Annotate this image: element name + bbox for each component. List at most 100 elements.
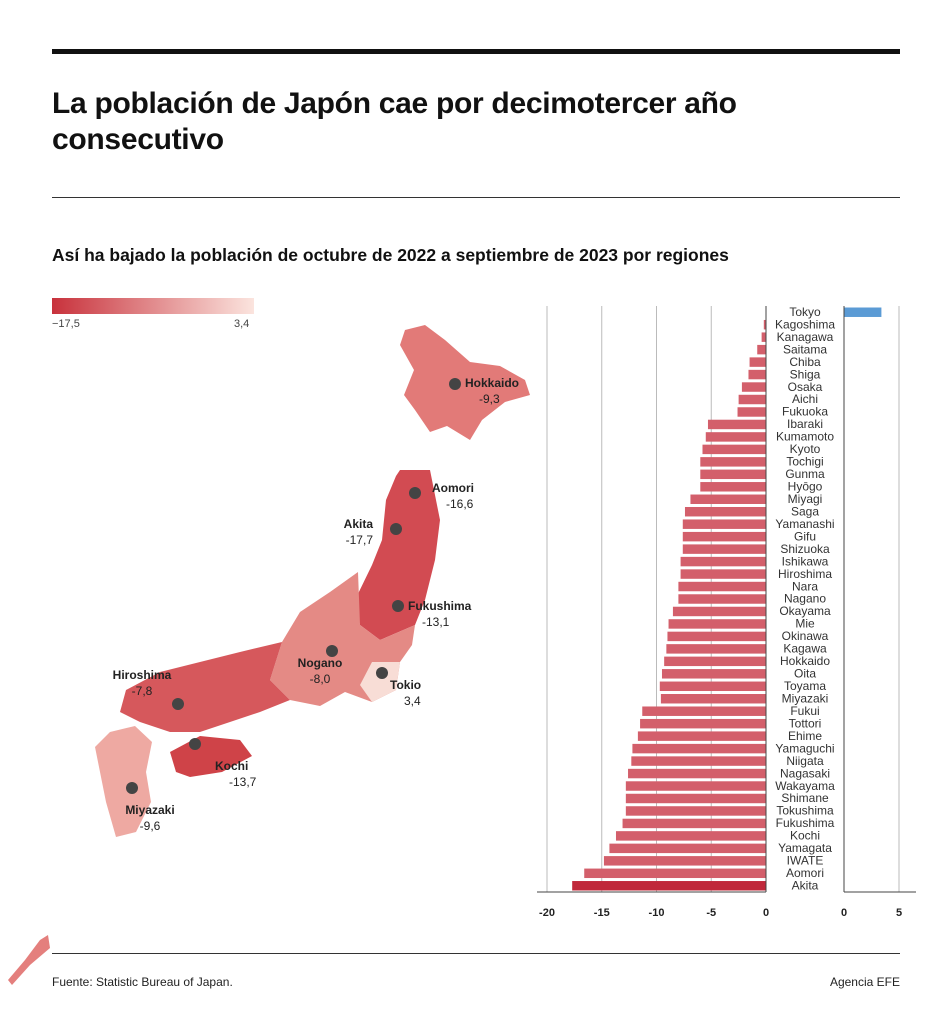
category-label: Kumamoto <box>776 430 834 444</box>
category-label: Oita <box>794 667 816 681</box>
legend-min-label: −17,5 <box>52 318 80 330</box>
bar-kagawa <box>666 644 766 654</box>
category-label: Niigata <box>786 754 824 768</box>
map-marker <box>409 487 421 499</box>
category-label: Kochi <box>790 829 820 843</box>
map-label-name: Miyazaki <box>125 803 175 817</box>
category-label: Saitama <box>783 342 827 356</box>
category-label: Tokyo <box>789 305 821 319</box>
map-label-value: -13,1 <box>422 615 450 629</box>
category-label: Aichi <box>792 392 818 406</box>
bar-fukui <box>642 706 766 716</box>
color-legend <box>52 298 254 314</box>
divider <box>52 953 900 954</box>
map-honshu-north <box>355 470 440 640</box>
bar-yamagata <box>609 843 766 854</box>
map-label-name: Nogano <box>297 656 343 670</box>
category-label: Aomori <box>786 866 824 880</box>
bar-kumamoto <box>705 432 766 442</box>
page-title: La población de Japón cae por decimoterc… <box>52 87 737 156</box>
bar-ishikawa <box>680 556 766 567</box>
map-label: Hiroshima -7,8 <box>102 667 182 699</box>
tick-label: -20 <box>539 907 555 919</box>
top-rule <box>52 49 900 54</box>
category-label: Osaka <box>788 380 823 394</box>
map-label: Hokkaido -9,3 <box>465 375 519 407</box>
bar-chiba <box>749 357 766 367</box>
map-label-name: Akita <box>343 517 373 531</box>
bar-miyagi <box>690 494 766 504</box>
bar-toyama <box>659 681 766 692</box>
bar-kochi <box>615 831 766 841</box>
bar-iwate <box>603 856 766 866</box>
bar-yamaguchi <box>632 743 766 754</box>
category-label: Yamaguchi <box>775 741 834 755</box>
category-label: Kagawa <box>783 642 827 656</box>
category-label: Nagasaki <box>780 766 830 780</box>
map-label: Kochi -13,7 <box>215 758 256 790</box>
category-label: Ibaraki <box>787 417 823 431</box>
map-marker <box>189 738 201 750</box>
category-label: IWATE <box>787 854 824 868</box>
bar-mie <box>668 619 766 629</box>
bar-aomori <box>584 868 766 879</box>
bar-aichi <box>738 394 766 405</box>
category-label: Kyoto <box>790 442 821 456</box>
map-marker <box>126 782 138 794</box>
bar-okinawa <box>667 631 766 642</box>
bar-osaka <box>741 382 766 392</box>
map-okinawa-islands <box>8 935 50 985</box>
bar-kyoto <box>702 444 766 455</box>
map-label-value: -16,6 <box>446 497 474 511</box>
bar-fukushima <box>622 818 766 829</box>
category-label: Hyōgo <box>788 480 823 494</box>
bar-shiga <box>748 369 766 380</box>
bar-yamanashi <box>682 519 766 529</box>
bar-tokushima <box>625 806 766 816</box>
category-label: Saga <box>791 504 819 518</box>
bar-fukuoka <box>737 407 766 417</box>
bar-shimane <box>625 793 766 804</box>
category-label: Miyagi <box>788 492 823 506</box>
tick-label: -5 <box>706 907 716 919</box>
bar-nagano <box>678 594 766 604</box>
category-label: Yamagata <box>778 841 832 855</box>
map-marker <box>390 523 402 535</box>
bar-gifu <box>682 531 766 542</box>
category-label: Miyazaki <box>782 691 829 705</box>
bar-saitama <box>757 344 766 355</box>
bar-tochigi <box>700 457 766 467</box>
map-label-name: Kochi <box>215 759 249 773</box>
map-label-value: -9,6 <box>139 819 161 833</box>
map-marker <box>392 600 404 612</box>
map-label-value: -17,7 <box>345 533 373 547</box>
tick-label: 0 <box>763 907 769 919</box>
map-marker <box>376 667 388 679</box>
tick-label: -10 <box>649 907 665 919</box>
map-label: Tokio 3,4 <box>390 677 421 709</box>
category-label: Hiroshima <box>778 567 832 581</box>
map-tokyo-area <box>360 662 400 702</box>
category-label: Mie <box>795 617 815 631</box>
category-label: Gifu <box>794 529 816 543</box>
map-label: Aomori -16,6 <box>432 480 474 512</box>
subtitle: Así ha bajado la población de octubre de… <box>52 245 729 265</box>
bar-tottori <box>640 718 766 729</box>
bar-okayama <box>672 606 766 617</box>
category-label: Wakayama <box>775 779 835 793</box>
bar-saga <box>684 506 766 517</box>
category-label: Chiba <box>789 355 821 369</box>
map-label-name: Hokkaido <box>465 376 520 390</box>
category-label: Shiga <box>790 367 821 381</box>
category-label: Okayama <box>779 604 831 618</box>
divider <box>52 197 900 198</box>
bar-tokyo <box>844 307 882 317</box>
category-label: Fukui <box>790 704 819 718</box>
category-label: Tottori <box>789 716 822 730</box>
map-label-name: Hiroshima <box>112 668 172 682</box>
map-label-value: -13,7 <box>229 775 257 789</box>
category-label: Kagoshima <box>775 317 835 331</box>
